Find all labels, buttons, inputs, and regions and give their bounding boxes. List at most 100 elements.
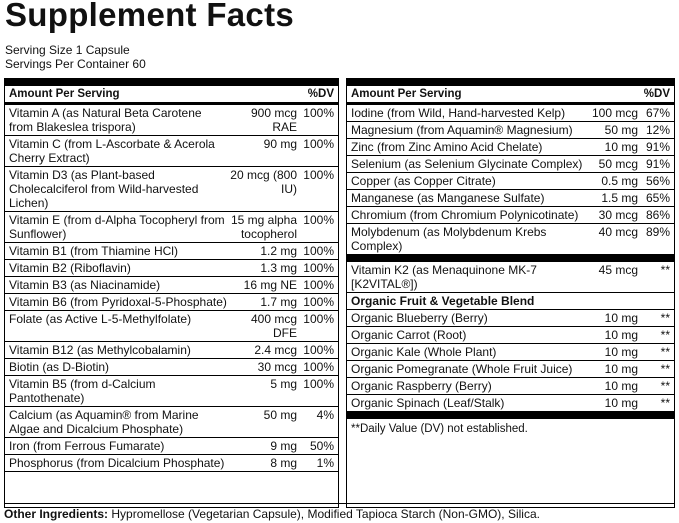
nutrient-name: Organic Carrot (Root) — [351, 328, 467, 342]
nutrient-dv: 100% — [303, 312, 334, 326]
other-label: Other Ingredients: — [4, 507, 109, 521]
nutrient-row: Vitamin K2 (as Menaquinone MK-7 [K2VITAL… — [347, 262, 674, 293]
nutrient-row: Chromium (from Chromium Polynicotinate) 3… — [347, 207, 674, 224]
nutrient-name: Organic Pomegranate (Whole Fruit Juice) — [351, 362, 573, 376]
nutrient-row: Biotin (as D-Biotin) 30 mcg 100% — [5, 359, 338, 376]
nutrient-row: Molybdenum (as Molybdenum Krebs Complex)… — [347, 224, 674, 262]
nutrient-name: Vitamin E (from d-Alpha Tocopheryl from … — [9, 213, 225, 241]
nutrient-dv: 100% — [303, 295, 334, 309]
nutrient-name: Organic Spinach (Leaf/Stalk) — [351, 396, 505, 410]
nutrient-dv: 86% — [645, 208, 670, 222]
header-amount: Amount Per Serving — [9, 88, 120, 100]
nutrient-row: Iron (from Ferrous Fumarate) 9 mg 50% — [5, 438, 338, 455]
nutrient-name: Organic Kale (Whole Plant) — [351, 345, 497, 359]
nutrient-dv: 12% — [645, 123, 670, 137]
nutrient-dv: 50% — [309, 439, 334, 453]
header-amount: Amount Per Serving — [351, 88, 462, 100]
blend-title: Organic Fruit & Vegetable Blend — [347, 293, 674, 310]
nutrient-name: Organic Raspberry (Berry) — [351, 379, 492, 393]
nutrient-name: Molybdenum (as Molybdenum Krebs Complex) — [351, 225, 547, 253]
nutrient-dv: 67% — [645, 106, 670, 120]
nutrient-row: Organic Raspberry (Berry) 10 mg ** — [347, 378, 674, 395]
nutrient-row: Organic Kale (Whole Plant) 10 mg ** — [347, 344, 674, 361]
nutrient-amount: 10 mg — [604, 362, 638, 376]
nutrient-name: Vitamin K2 (as Menaquinone MK-7 [K2VITAL… — [351, 263, 537, 291]
nutrient-amount: 10 mg — [604, 311, 638, 325]
nutrient-amount: 1.2 mg — [260, 244, 297, 258]
nutrient-amount: 100 mcg — [591, 106, 638, 120]
nutrient-row: Iodine (from Wild, Hand-harvested Kelp) 1… — [347, 105, 674, 122]
nutrient-row: Manganese (as Manganese Sulfate) 1.5 mg 65… — [347, 190, 674, 207]
nutrient-dv: 89% — [645, 225, 670, 239]
nutrient-amount: 10 mg — [604, 379, 638, 393]
nutrient-dv: ** — [660, 379, 670, 393]
left-panel: Amount Per Serving %DV Vitamin A (as Natu… — [4, 78, 339, 508]
nutrient-name: Manganese (as Manganese Sulfate) — [351, 191, 545, 205]
nutrient-dv: 91% — [645, 157, 670, 171]
header-dv: %DV — [307, 88, 334, 100]
nutrient-amount: 50 mg — [604, 123, 638, 137]
nutrient-name: Vitamin C (from L-Ascorbate & Acerola Ch… — [9, 137, 215, 165]
nutrient-amount: 8 mg — [270, 456, 297, 470]
nutrient-amount: 10 mg — [604, 140, 638, 154]
serving-info: Serving Size 1 Capsule Servings Per Cont… — [5, 43, 146, 71]
nutrient-name: Selenium (as Selenium Glycinate Complex) — [351, 157, 583, 171]
nutrient-name: Folate (as Active L-5-Methylfolate) — [9, 312, 192, 326]
nutrient-dv: 100% — [303, 137, 334, 151]
nutrient-row: Vitamin E (from d-Alpha Tocopheryl from … — [5, 212, 338, 243]
nutrient-name: Vitamin B5 (from d-Calcium Pantothenate) — [9, 377, 156, 405]
nutrient-row: Calcium (as Aquamin® from Marine Algae a… — [5, 407, 338, 438]
nutrient-amount: 9 mg — [270, 439, 297, 453]
nutrient-amount: 16 mg NE — [243, 278, 297, 292]
nutrient-amount: 30 mcg — [598, 208, 638, 222]
nutrient-dv: 65% — [645, 191, 670, 205]
nutrient-row: Selenium (as Selenium Glycinate Complex)… — [347, 156, 674, 173]
nutrient-dv: 100% — [303, 360, 334, 374]
right-panel: Amount Per Serving %DV Iodine (from Wild,… — [346, 78, 675, 508]
nutrient-dv: 1% — [316, 456, 334, 470]
nutrient-amount: 50 mcg — [598, 157, 638, 171]
blend-rows: Organic Blueberry (Berry) 10 mg ** Organic … — [347, 310, 674, 419]
rows: Iodine (from Wild, Hand-harvested Kelp) 1… — [347, 105, 674, 262]
nutrient-amount: 1.5 mg — [601, 191, 638, 205]
nutrient-dv: 4% — [316, 408, 334, 422]
servings-per-container: Servings Per Container 60 — [5, 57, 146, 71]
nutrient-dv: ** — [660, 328, 670, 342]
nutrient-amount: 90 mg — [263, 137, 297, 151]
nutrient-dv: 100% — [303, 213, 334, 227]
nutrient-dv: 100% — [303, 261, 334, 275]
nutrient-amount: 10 mg — [604, 328, 638, 342]
nutrient-name: Biotin (as D-Biotin) — [9, 360, 110, 374]
nutrient-name: Vitamin B12 (as Methylcobalamin) — [9, 343, 191, 357]
nutrient-dv: ** — [660, 396, 670, 410]
nutrient-name: Vitamin B2 (Riboflavin) — [9, 261, 131, 275]
nutrient-dv: ** — [660, 263, 670, 277]
nutrient-amount: 15 mg alpha tocopherol — [230, 213, 297, 241]
nutrient-row: Magnesium (from Aquamin® Magnesium) 50 mg… — [347, 122, 674, 139]
nutrient-amount: 10 mg — [604, 345, 638, 359]
nutrient-name: Iron (from Ferrous Fumarate) — [9, 439, 165, 453]
nutrient-amount: 5 mg — [270, 377, 297, 391]
nutrient-amount: 20 mcg (800 IU) — [230, 168, 297, 196]
nutrient-name: Magnesium (from Aquamin® Magnesium) — [351, 123, 573, 137]
nutrient-row: Vitamin B5 (from d-Calcium Pantothenate)… — [5, 376, 338, 407]
nutrient-dv: 100% — [303, 168, 334, 182]
nutrient-amount: 400 mcg DFE — [250, 312, 297, 340]
nutrient-row: Phosphorus (from Dicalcium Phosphate) 8 m… — [5, 455, 338, 472]
nutrient-name: Calcium (as Aquamin® from Marine Algae a… — [9, 408, 199, 436]
nutrient-amount: 1.3 mg — [260, 261, 297, 275]
nutrient-dv: 100% — [303, 377, 334, 391]
nutrient-name: Phosphorus (from Dicalcium Phosphate) — [9, 456, 225, 470]
nutrient-amount: 10 mg — [604, 396, 638, 410]
nutrient-amount: 1.7 mg — [260, 295, 297, 309]
nutrient-row: Organic Carrot (Root) 10 mg ** — [347, 327, 674, 344]
nutrient-row: Vitamin B2 (Riboflavin) 1.3 mg 100% — [5, 260, 338, 277]
nutrient-name: Chromium (from Chromium Polynicotinate) — [351, 208, 579, 222]
nutrient-dv: 100% — [303, 106, 334, 120]
nutrient-amount: 45 mcg — [598, 263, 638, 277]
nutrient-name: Vitamin B3 (as Niacinamide) — [9, 278, 161, 292]
nutrient-row: Organic Spinach (Leaf/Stalk) 10 mg ** — [347, 395, 674, 411]
nutrient-name: Organic Blueberry (Berry) — [351, 311, 488, 325]
nutrient-name: Copper (as Copper Citrate) — [351, 174, 496, 188]
